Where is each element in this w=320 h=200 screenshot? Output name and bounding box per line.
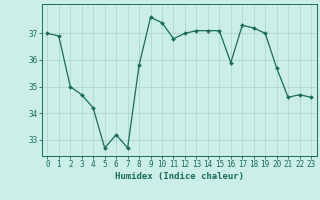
- X-axis label: Humidex (Indice chaleur): Humidex (Indice chaleur): [115, 172, 244, 181]
